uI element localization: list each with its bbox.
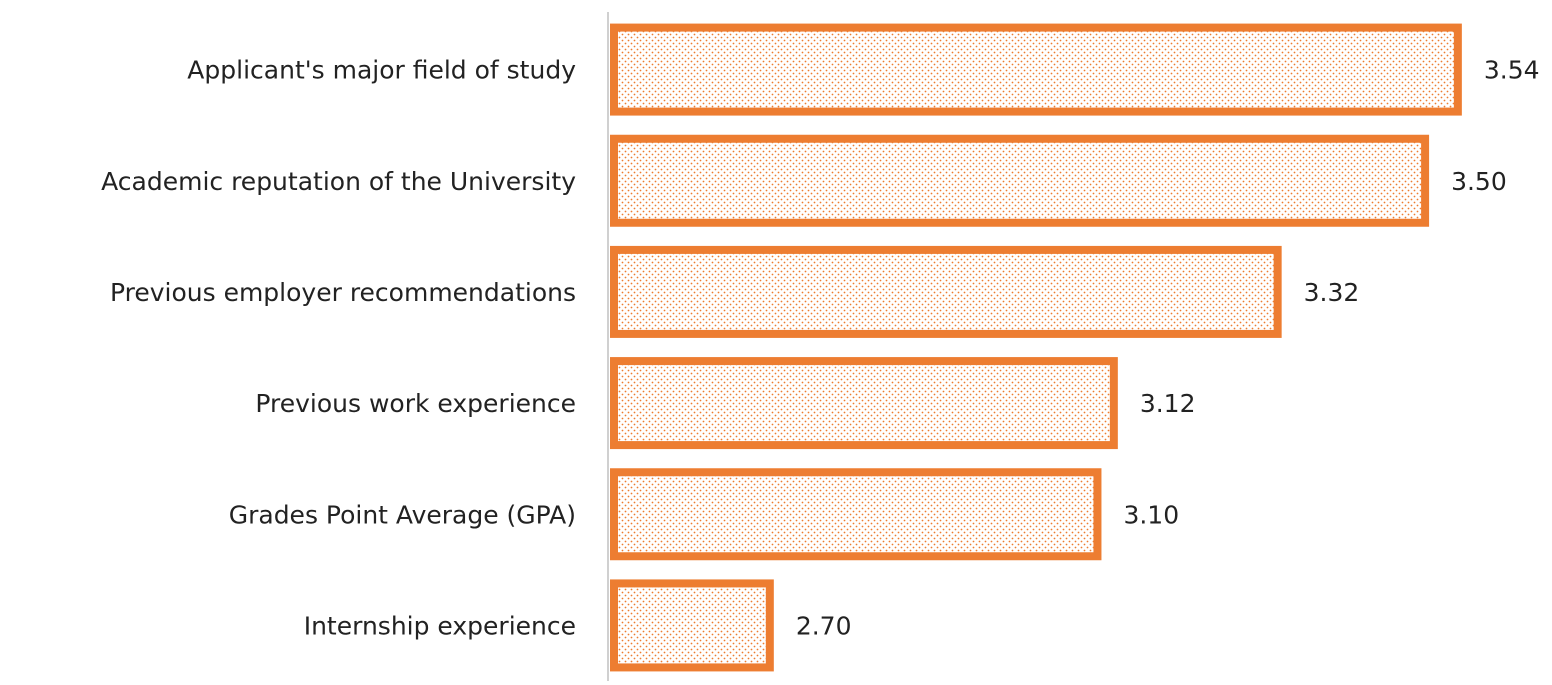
bar <box>610 468 1102 561</box>
y-tick-label: Internship experience <box>304 611 576 640</box>
value-label: 3.50 <box>1451 167 1507 196</box>
value-label: 3.12 <box>1140 389 1196 418</box>
y-tick-label: Previous employer recommendations <box>110 278 576 307</box>
bar <box>610 245 1282 338</box>
value-label: 3.54 <box>1484 56 1540 85</box>
bar <box>610 23 1462 116</box>
y-tick-label: Previous work experience <box>255 389 576 418</box>
bar <box>610 357 1118 450</box>
value-label: 3.32 <box>1304 278 1360 307</box>
value-label: 3.10 <box>1123 500 1179 529</box>
y-tick-label: Applicant's major field of study <box>187 56 576 85</box>
value-label: 2.70 <box>796 611 852 640</box>
bar <box>610 134 1430 227</box>
y-tick-label: Grades Point Average (GPA) <box>229 500 576 529</box>
y-tick-label: Academic reputation of the University <box>101 167 576 196</box>
bar <box>610 579 774 672</box>
